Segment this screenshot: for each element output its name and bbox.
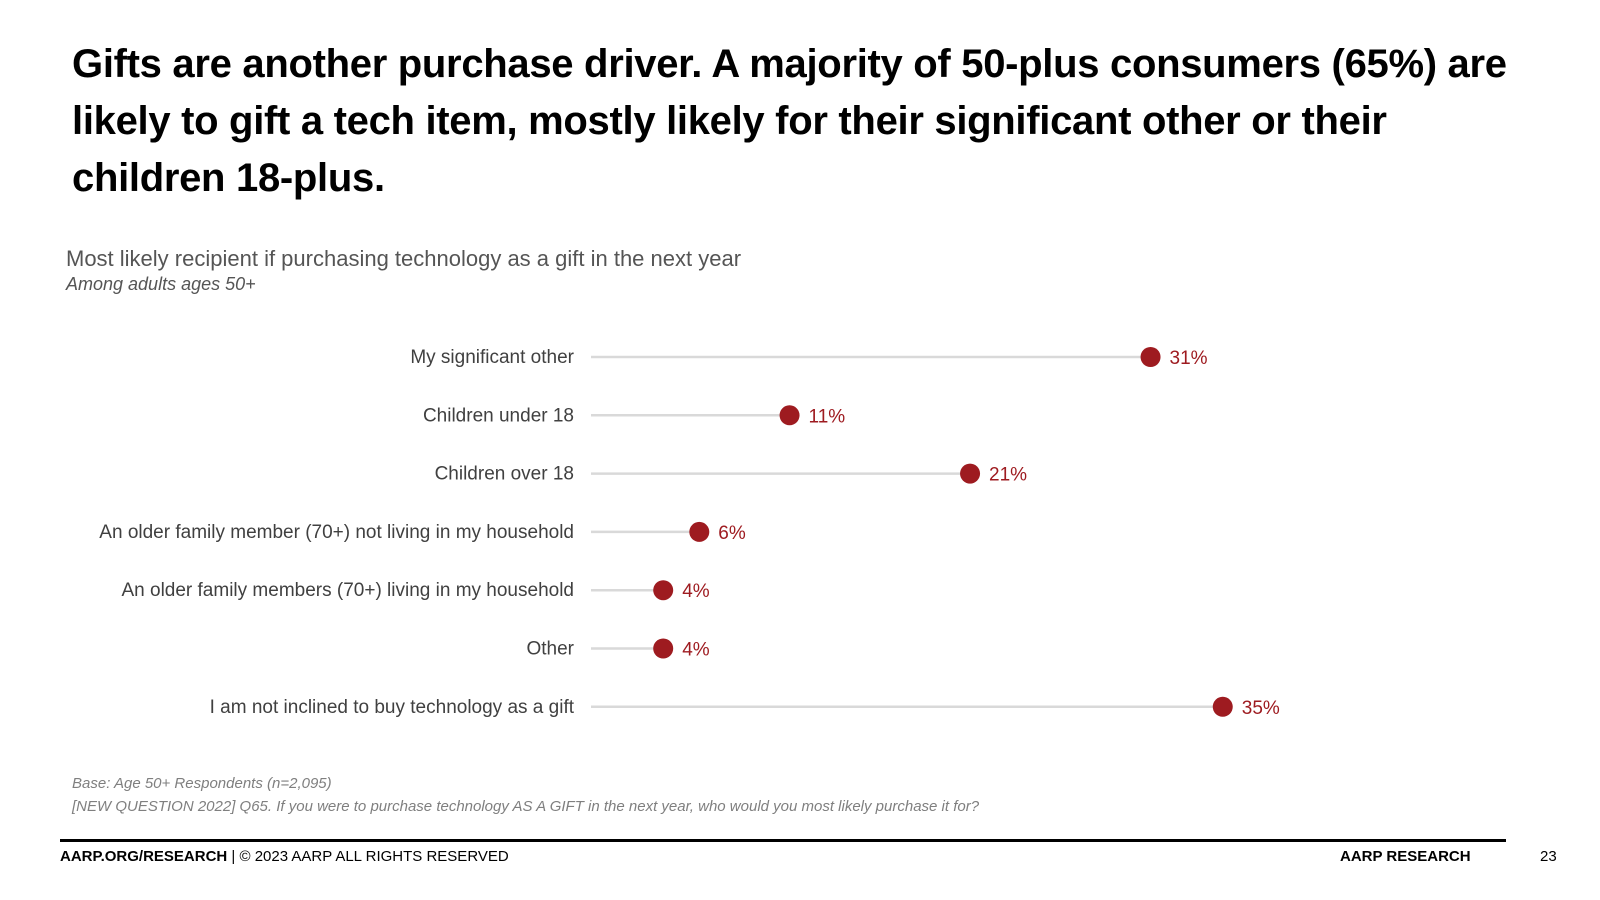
category-label: Other bbox=[526, 639, 574, 660]
chart-title: Most likely recipient if purchasing tech… bbox=[66, 246, 742, 271]
value-label: 31% bbox=[1170, 348, 1208, 369]
page-headline: Gifts are another purchase driver. A maj… bbox=[72, 42, 1507, 200]
footer-site-link[interactable]: AARP.ORG/RESEARCH bbox=[60, 848, 228, 865]
footnotes: Base: Age 50+ Respondents (n=2,095) [NEW… bbox=[72, 772, 979, 818]
lollipop-dot bbox=[1140, 347, 1161, 367]
lollipop-dot bbox=[653, 580, 674, 601]
lollipop-dot bbox=[689, 521, 710, 542]
value-label: 4% bbox=[682, 640, 710, 661]
category-label: An older family members (70+) living in … bbox=[121, 580, 574, 601]
footnote-question: [NEW QUESTION 2022] Q65. If you were to … bbox=[72, 798, 980, 815]
value-label: 21% bbox=[989, 465, 1027, 486]
value-label: 11% bbox=[809, 406, 846, 427]
category-label: My significant other bbox=[410, 347, 574, 368]
category-label: Children under 18 bbox=[423, 405, 574, 426]
lollipop-chart: My significant other 31% Children under 18… bbox=[99, 347, 1280, 719]
footer-left: AARP.ORG/RESEARCH | © 2023 AARP ALL RIGH… bbox=[60, 848, 509, 865]
lollipop-dot bbox=[960, 463, 981, 484]
footer-divider bbox=[60, 839, 1506, 842]
footer-copyright: | © 2023 AARP ALL RIGHTS RESERVED bbox=[231, 848, 509, 865]
chart-subtitle: Among adults ages 50+ bbox=[66, 274, 256, 294]
lollipop-dot bbox=[779, 405, 800, 426]
value-label: 6% bbox=[718, 523, 746, 544]
lollipop-dot bbox=[1212, 696, 1233, 717]
footer-brand: AARP RESEARCH bbox=[1340, 848, 1471, 865]
page-number: 23 bbox=[1540, 848, 1557, 865]
category-label: I am not inclined to buy technology as a… bbox=[210, 697, 575, 718]
lollipop-dot bbox=[653, 638, 674, 659]
category-label: Children over 18 bbox=[435, 464, 574, 485]
value-label: 35% bbox=[1242, 698, 1280, 719]
category-label: An older family member (70+) not living … bbox=[99, 522, 574, 543]
footnote-base: Base: Age 50+ Respondents (n=2,095) bbox=[72, 775, 332, 792]
value-label: 4% bbox=[682, 581, 710, 602]
